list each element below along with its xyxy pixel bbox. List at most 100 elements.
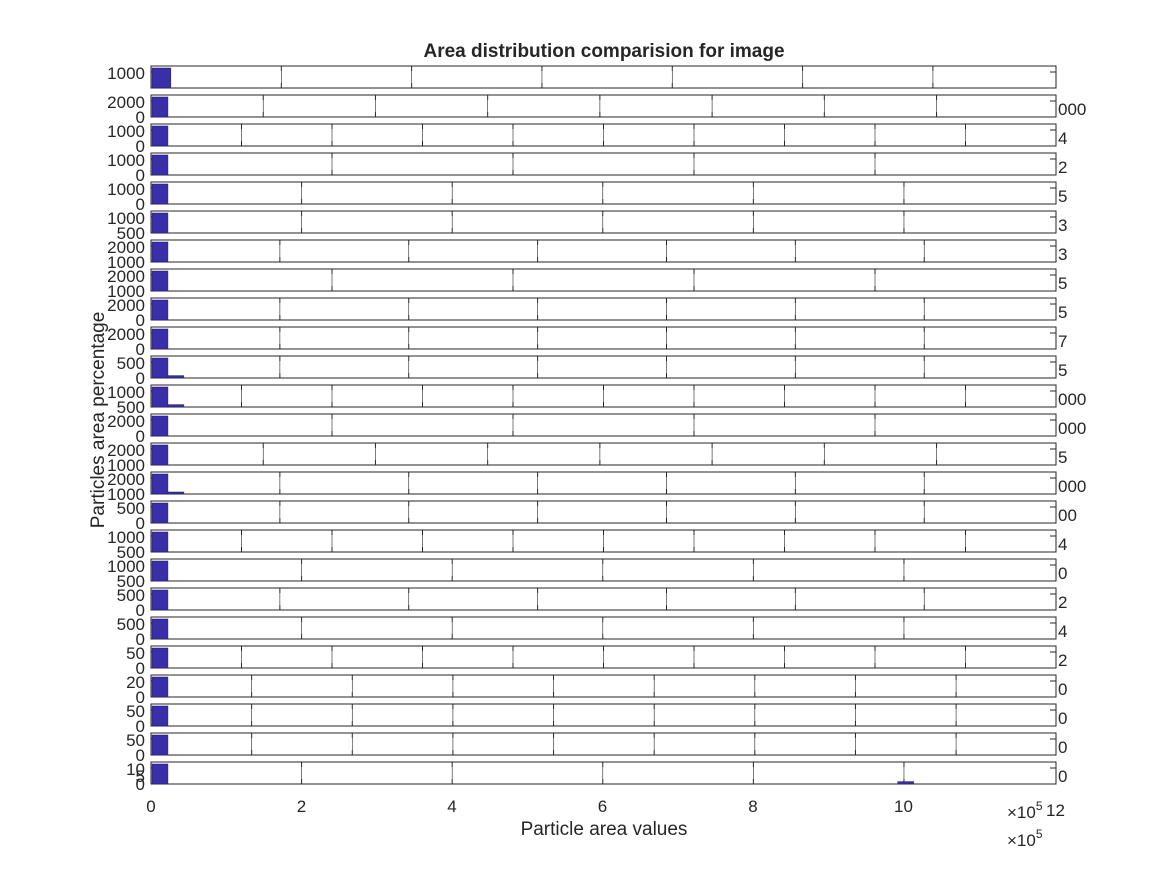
y-tick-label: 1000 [107, 485, 145, 504]
histogram-bar [151, 734, 169, 756]
x-tick-label-end: 12 [1046, 801, 1065, 820]
y-tick-label: 0 [136, 601, 145, 620]
y-tick-label: 50 [126, 731, 145, 750]
y-tick-label: 50 [126, 702, 145, 721]
subplot-panel: 500 0 [126, 702, 1067, 736]
histogram-bar [151, 589, 169, 611]
histogram-bar [151, 444, 169, 466]
subplot-axes-box [150, 65, 1057, 89]
y-tick-label: 0 [136, 630, 145, 649]
y-tick-label: 0 [136, 311, 145, 330]
subplot-axes-box [150, 471, 1057, 495]
y-tick-label: 500 [117, 499, 145, 518]
x-axis: 0 2 4 6 8 10 12×105 ×105 [146, 797, 1065, 850]
x-exponent-fragment: 2 [1058, 593, 1067, 612]
histogram-bar [151, 386, 169, 408]
x-tick-label: 2 [297, 797, 306, 816]
histogram-bar [151, 560, 169, 582]
histogram-bar [151, 328, 169, 350]
subplot-panel: 1000 [107, 64, 1057, 89]
y-tick-label: 5 [136, 767, 145, 786]
x-axis-exponent: ×105 [1007, 799, 1043, 822]
y-tick-label: 1000 [107, 557, 145, 576]
y-tick-label: 2000 [107, 296, 145, 315]
y-tick-label: 1000 [107, 209, 145, 228]
subplot-axes-box [150, 732, 1057, 756]
x-exponent-fragment: 5 [1058, 187, 1067, 206]
subplot-axes-box [150, 94, 1057, 118]
x-exponent-fragment: 5 [1058, 361, 1067, 380]
y-tick-label: 0 [136, 427, 145, 446]
histogram-bar [151, 212, 169, 234]
y-axis-label: Particles area percentage [88, 312, 109, 529]
y-tick-label: 0 [136, 369, 145, 388]
histogram-bar [151, 270, 169, 292]
y-tick-label: 0 [136, 717, 145, 736]
y-tick-label: 2000 [107, 93, 145, 112]
histogram-bar [151, 67, 172, 89]
histogram-bar [151, 415, 169, 437]
y-tick-label: 1000 [107, 64, 145, 83]
subplot-axes-box [150, 674, 1057, 698]
histogram-bar [151, 299, 169, 321]
y-tick-label: 500 [117, 572, 145, 591]
x-exponent-fragment: 5 [1058, 448, 1067, 467]
y-tick-label: 10 [126, 760, 145, 779]
y-tick-label: 1000 [107, 456, 145, 475]
y-tick-label: 1000 [107, 180, 145, 199]
histogram-bar [151, 473, 169, 495]
y-tick-label: 0 [136, 166, 145, 185]
subplot-panel: 500 2 [126, 644, 1067, 678]
y-tick-label: 0 [136, 746, 145, 765]
x-exponent-fragment: 0 [1058, 680, 1067, 699]
x-exponent-fragment: 4 [1058, 535, 1067, 554]
x-exponent-fragment: 000 [1058, 390, 1086, 409]
subplot-axes-box [150, 442, 1057, 466]
subplot-axes-box [150, 413, 1057, 437]
y-tick-label: 0 [136, 514, 145, 533]
x-tick-label: 10 [894, 797, 913, 816]
y-tick-label: 1000 [107, 253, 145, 272]
histogram-bar [151, 125, 169, 147]
y-tick-label: 500 [117, 586, 145, 605]
x-axis-exponent: ×105 [1007, 827, 1043, 850]
subplot-axes-box [150, 181, 1057, 205]
subplot-axes-box [150, 761, 1057, 785]
y-tick-label: 2000 [107, 267, 145, 286]
histogram-bar [151, 763, 169, 785]
subplot-axes-box [150, 703, 1057, 727]
subplot-axes-box [150, 558, 1057, 582]
y-tick-label: 1000 [107, 528, 145, 547]
y-tick-label: 1000 [107, 151, 145, 170]
y-tick-label: 1000 [107, 282, 145, 301]
subplot-axes-box [150, 297, 1057, 321]
y-tick-label: 1000 [107, 122, 145, 141]
y-tick-label: 500 [117, 354, 145, 373]
x-exponent-fragment: 3 [1058, 245, 1067, 264]
subplot-axes-box [150, 500, 1057, 524]
y-tick-label: 0 [136, 137, 145, 156]
subplot-axes-box [150, 152, 1057, 176]
x-exponent-fragment: 0 [1058, 767, 1067, 786]
x-exponent-fragment: 4 [1058, 622, 1067, 641]
x-exponent-fragment: 7 [1058, 332, 1067, 351]
y-tick-label: 500 [117, 615, 145, 634]
x-exponent-fragment: 2 [1058, 158, 1067, 177]
histogram-bar [151, 502, 169, 524]
subplot-axes-box [150, 239, 1057, 263]
histogram-bar [151, 183, 169, 205]
histogram-bar [897, 781, 914, 785]
